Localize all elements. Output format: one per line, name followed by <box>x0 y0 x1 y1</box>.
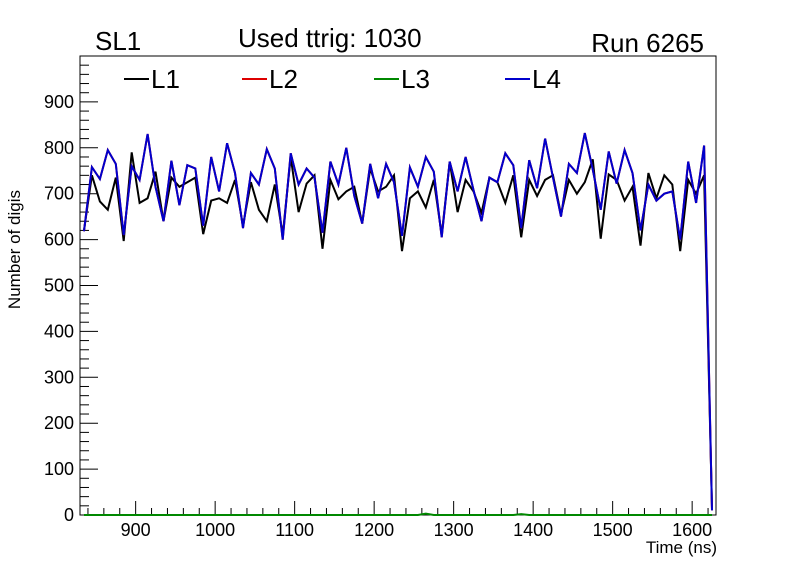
x-tick-label: 1000 <box>195 520 235 540</box>
y-tick-label: 900 <box>44 92 74 112</box>
x-tick-label: 1500 <box>593 520 633 540</box>
run-label: Run 6265 <box>591 28 704 58</box>
series-line-l2 <box>83 132 713 511</box>
legend-label-l2: L2 <box>269 64 298 94</box>
x-tick-label: 1200 <box>354 520 394 540</box>
y-tick-label: 400 <box>44 321 74 341</box>
series-line-l3 <box>84 512 712 516</box>
x-axis-title: Time (ns) <box>646 538 717 557</box>
y-axis-title: Number of digis <box>5 190 24 309</box>
legend-label-l4: L4 <box>532 64 561 94</box>
y-tick-label: 100 <box>44 459 74 479</box>
y-tick-label: 300 <box>44 367 74 387</box>
x-tick-label: 900 <box>121 520 151 540</box>
legend-label-l1: L1 <box>151 64 180 94</box>
y-tick-label: 200 <box>44 413 74 433</box>
y-tick-label: 600 <box>44 230 74 250</box>
superlayer-label: SL1 <box>95 26 142 56</box>
legend-label-l3: L3 <box>401 64 430 94</box>
y-tick-label: 500 <box>44 276 74 296</box>
x-tick-label: 1400 <box>513 520 553 540</box>
x-tick-label: 1600 <box>672 520 712 540</box>
y-tick-label: 800 <box>44 138 74 158</box>
plot-frame <box>79 55 717 516</box>
x-tick-label: 1300 <box>434 520 474 540</box>
y-tick-label: 700 <box>44 184 74 204</box>
x-tick-label: 1100 <box>275 520 314 540</box>
y-tick-label: 0 <box>64 505 74 525</box>
chart-title: Used ttrig: 1030 <box>238 23 422 53</box>
series-line-l4 <box>83 132 713 511</box>
